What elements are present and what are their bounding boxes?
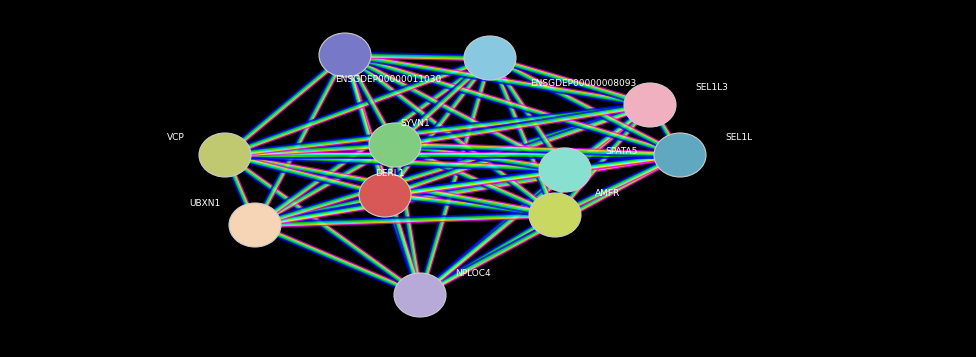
Ellipse shape	[319, 33, 371, 77]
Text: SEL1L3: SEL1L3	[695, 82, 728, 91]
Ellipse shape	[624, 83, 676, 127]
Text: SEL1L: SEL1L	[725, 132, 752, 141]
Ellipse shape	[654, 133, 706, 177]
Text: DERL1: DERL1	[375, 169, 404, 177]
Text: ENSGDEP00000008093: ENSGDEP00000008093	[530, 79, 636, 87]
Ellipse shape	[229, 203, 281, 247]
Ellipse shape	[359, 173, 411, 217]
Text: AMFR: AMFR	[595, 188, 621, 197]
Text: SPATA5: SPATA5	[605, 147, 637, 156]
Ellipse shape	[539, 148, 591, 192]
Text: VCP: VCP	[167, 132, 185, 141]
Ellipse shape	[369, 123, 421, 167]
Ellipse shape	[464, 36, 516, 80]
Text: SYVN1: SYVN1	[400, 119, 429, 127]
Ellipse shape	[394, 273, 446, 317]
Text: ENSGDEP00000011030: ENSGDEP00000011030	[335, 75, 441, 85]
Ellipse shape	[199, 133, 251, 177]
Text: UBXN1: UBXN1	[188, 198, 220, 207]
Ellipse shape	[529, 193, 581, 237]
Text: NPLOC4: NPLOC4	[455, 268, 491, 277]
